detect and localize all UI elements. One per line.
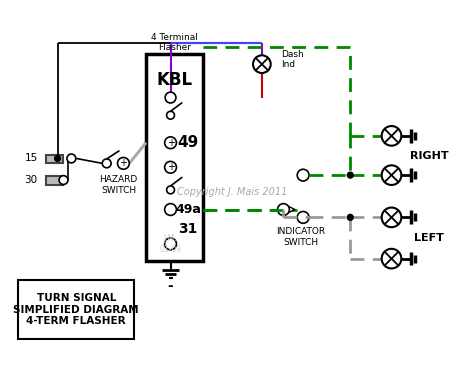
Text: KBL: KBL (156, 71, 192, 89)
Text: +: + (119, 158, 128, 168)
Circle shape (167, 111, 174, 119)
Circle shape (164, 203, 176, 216)
Circle shape (253, 55, 271, 73)
Bar (46, 176, 64, 185)
Circle shape (118, 157, 129, 169)
Circle shape (165, 92, 176, 103)
Text: RIGHT: RIGHT (410, 150, 448, 161)
Circle shape (102, 159, 111, 168)
Text: 15: 15 (25, 153, 38, 164)
Text: Dash
Ind: Dash Ind (282, 49, 304, 69)
Circle shape (382, 249, 401, 268)
Text: 49a: 49a (175, 203, 201, 216)
Text: 30: 30 (25, 175, 37, 185)
Circle shape (347, 214, 353, 220)
Text: 49: 49 (178, 135, 199, 150)
Text: LEFT: LEFT (414, 233, 444, 243)
Circle shape (164, 161, 176, 173)
Bar (146, 54, 203, 261)
Circle shape (382, 126, 401, 146)
Circle shape (164, 137, 176, 149)
Text: 4 Terminal
Flasher: 4 Terminal Flasher (151, 33, 198, 52)
Circle shape (67, 154, 76, 163)
Text: 31: 31 (179, 222, 198, 236)
Text: HAZARD
SWITCH: HAZARD SWITCH (100, 175, 137, 195)
Text: +: + (166, 162, 174, 172)
Text: -: - (168, 279, 173, 293)
Text: TURN SIGNAL
SIMPLIFIED DIAGRAM
4-TERM FLASHER: TURN SIGNAL SIMPLIFIED DIAGRAM 4-TERM FL… (13, 293, 139, 326)
Circle shape (347, 172, 353, 178)
Circle shape (278, 203, 289, 216)
Circle shape (164, 238, 176, 250)
Text: Copyright J. Mais 2011: Copyright J. Mais 2011 (177, 187, 288, 197)
Bar (46, 154, 64, 163)
Circle shape (55, 156, 61, 161)
Circle shape (59, 176, 68, 184)
Text: INDICATOR
SWITCH: INDICATOR SWITCH (277, 227, 326, 247)
Circle shape (297, 212, 309, 223)
Bar (18, 280, 134, 339)
Circle shape (167, 186, 174, 194)
Circle shape (382, 208, 401, 227)
Circle shape (382, 165, 401, 185)
Text: J.M.
01-09: J.M. 01-09 (159, 234, 182, 254)
Circle shape (297, 169, 309, 181)
Text: +: + (166, 138, 174, 148)
